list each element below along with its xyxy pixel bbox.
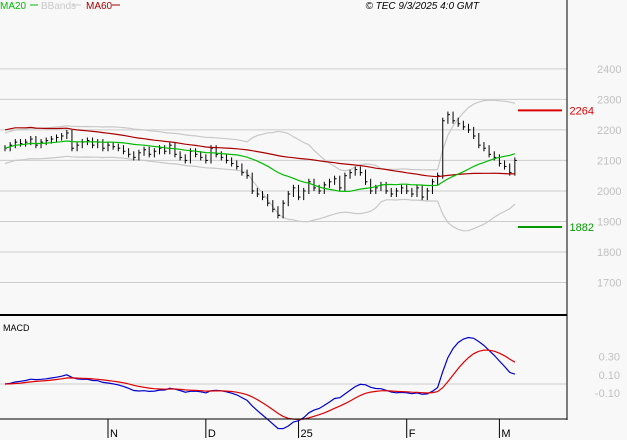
price-tick-label: 2300 <box>597 94 621 106</box>
price-tick-label: 1700 <box>597 278 621 290</box>
price-tick-label: 2400 <box>597 64 621 76</box>
price-tick-label: 1900 <box>597 216 621 228</box>
macd-label: MACD <box>3 323 30 333</box>
level-label: 2264 <box>570 105 594 117</box>
macd-line <box>4 336 516 430</box>
ma20-line <box>4 140 516 193</box>
macd-tick-label: -0.10 <box>595 388 620 400</box>
ma60-line <box>4 126 515 178</box>
price-tick-label: 2200 <box>597 125 621 137</box>
copyright: © TEC 9/3/2025 4:0 GMT <box>365 1 479 12</box>
legend-ma20: MA20 <box>0 1 27 12</box>
bband-lower <box>4 155 516 232</box>
macd-tick-label: 0.10 <box>599 370 620 382</box>
x-tick-label: D <box>208 428 216 440</box>
legend-bbands: BBands <box>41 1 76 12</box>
macd-tick-label: 0.30 <box>599 352 620 364</box>
x-tick-label: M <box>501 428 510 440</box>
macd-signal-line <box>4 349 516 421</box>
level-label: 1882 <box>570 222 594 234</box>
x-tick-label: F <box>409 428 416 440</box>
price-tick-label: 1800 <box>597 247 621 259</box>
bband-upper <box>4 99 516 172</box>
price-tick-label: 2000 <box>597 186 621 198</box>
x-tick-label: 25 <box>301 428 313 440</box>
x-tick-label: N <box>110 428 118 440</box>
legend-ma60: MA60 <box>86 1 113 12</box>
price-tick-label: 2100 <box>597 155 621 167</box>
